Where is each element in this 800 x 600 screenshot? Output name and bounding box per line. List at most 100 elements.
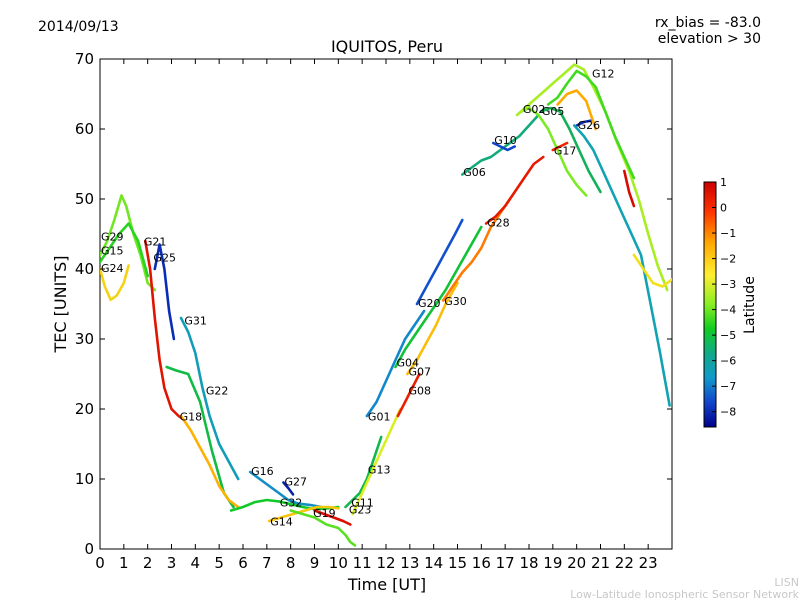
x-tick-label: 12: [376, 554, 395, 572]
series-g32: [229, 498, 340, 512]
series-g07: [406, 281, 459, 376]
axes-layer: 0 1 2 3 4 5 6 7 8 9 10 11 12 13 14 15 16 17 18 19 20 21 22 2301…: [75, 50, 672, 572]
x-tick-label: 15: [448, 554, 467, 572]
series-g31: [179, 316, 240, 481]
y-tick-label: 50: [75, 190, 94, 208]
satellite-label-g18: G18: [180, 410, 203, 423]
satellite-label-g11: G11: [351, 497, 374, 510]
series-layer: [100, 63, 672, 547]
x-tick-label: 0: [95, 554, 105, 572]
satellite-label-g30: G30: [444, 295, 467, 308]
satellite-label-g27: G27: [285, 476, 308, 489]
x-tick-label: 20: [567, 554, 586, 572]
series-g04: [394, 225, 483, 369]
x-tick-label: 9: [310, 554, 320, 572]
satellite-label-g22: G22: [206, 385, 229, 398]
satellite-label-g06: G06: [463, 166, 486, 179]
satellite-label-g13: G13: [368, 464, 391, 477]
series-g11: [344, 435, 383, 509]
y-tick-label: 40: [75, 260, 94, 278]
satellite-label-g26: G26: [578, 119, 601, 132]
satellite-label-g29: G29: [101, 231, 124, 244]
y-tick-label: 0: [84, 540, 94, 558]
series-g18: [179, 414, 240, 509]
colorbar-tick-label: −1: [720, 227, 736, 240]
satellite-label-g10: G10: [494, 134, 517, 147]
y-axis-title: TEC [UNITS]: [51, 256, 70, 354]
satellite-label-g28: G28: [487, 217, 510, 230]
x-tick-label: 14: [424, 554, 443, 572]
series-g28: [484, 155, 545, 225]
series-g10: [492, 141, 516, 152]
chart-title: IQUITOS, Peru: [331, 37, 443, 56]
satellite-label-g17: G17: [554, 144, 577, 157]
colorbar-tick-label: −7: [720, 380, 736, 393]
rx-bias-label: rx_bias = -83.0: [655, 15, 761, 31]
series-g30b: [632, 253, 672, 288]
plot-area: [99, 58, 673, 550]
satellite-label-g31: G31: [184, 315, 207, 328]
colorbar-tick-label: −6: [720, 355, 736, 368]
satellite-label-g05: G05: [542, 105, 565, 118]
series-g12b: [556, 89, 597, 131]
colorbar-tick-label: −8: [720, 406, 736, 419]
colorbar-tick-label: −2: [720, 253, 736, 266]
x-tick-label: 18: [519, 554, 538, 572]
series-g26: [575, 119, 593, 127]
series-g05: [539, 106, 602, 194]
series-g27: [282, 481, 295, 496]
series-g23: [313, 509, 352, 526]
satellite-label-g02: G02: [523, 103, 546, 116]
satellite-label-g15: G15: [101, 245, 124, 258]
series-g06: [461, 113, 540, 176]
series-g17: [551, 141, 569, 152]
x-tick-label: 22: [615, 554, 634, 572]
satellite-label-g16: G16: [251, 465, 274, 478]
series-g12: [515, 63, 669, 292]
series-g17b: [546, 69, 636, 180]
series-g16: [248, 470, 323, 509]
date-label: 2014/09/13: [38, 19, 119, 35]
series-g24: [100, 264, 130, 302]
y-tick-label: 10: [75, 470, 94, 488]
x-tick-label: 6: [238, 554, 248, 572]
colorbar-tick-label: 1: [720, 176, 727, 189]
x-tick-label: 19: [543, 554, 562, 572]
series-g30: [441, 197, 512, 302]
satellite-label-g07: G07: [408, 366, 431, 379]
satellite-label-g08: G08: [408, 385, 431, 398]
colorbar-tick-label: −5: [720, 329, 736, 342]
x-tick-label: 16: [472, 554, 491, 572]
footer-network: Low-Latitude Ionospheric Sensor Network: [570, 588, 799, 600]
satellite-label-g32: G32: [280, 497, 303, 510]
series-g25: [153, 243, 176, 341]
series-g19: [289, 509, 357, 547]
x-tick-label: 1: [119, 554, 129, 572]
satellite-label-g20: G20: [418, 297, 441, 310]
colorbar: [703, 181, 717, 428]
series-g13: [351, 407, 402, 516]
footer-lisn: LISN: [774, 576, 799, 589]
series-g21: [144, 239, 185, 421]
x-tick-label: 8: [286, 554, 296, 572]
elevation-label: elevation > 30: [658, 31, 761, 47]
series-g14: [267, 505, 340, 523]
x-tick-label: 23: [639, 554, 658, 572]
satellite-label-g12: G12: [592, 67, 615, 80]
x-tick-label: 21: [591, 554, 610, 572]
series-g20: [415, 218, 464, 306]
x-tick-label: 7: [262, 554, 272, 572]
satellite-label-g23: G23: [349, 504, 372, 517]
y-tick-label: 70: [75, 50, 94, 68]
colorbar-tick-label: −3: [720, 278, 736, 291]
satellite-label-g24: G24: [101, 262, 124, 275]
series-g15: [100, 222, 149, 278]
series-g02: [520, 106, 588, 197]
x-tick-label: 3: [167, 554, 177, 572]
x-axis-title: Time [UT]: [347, 575, 426, 594]
x-tick-label: 10: [329, 554, 348, 572]
x-tick-label: 4: [191, 554, 201, 572]
x-tick-label: 5: [214, 554, 224, 572]
